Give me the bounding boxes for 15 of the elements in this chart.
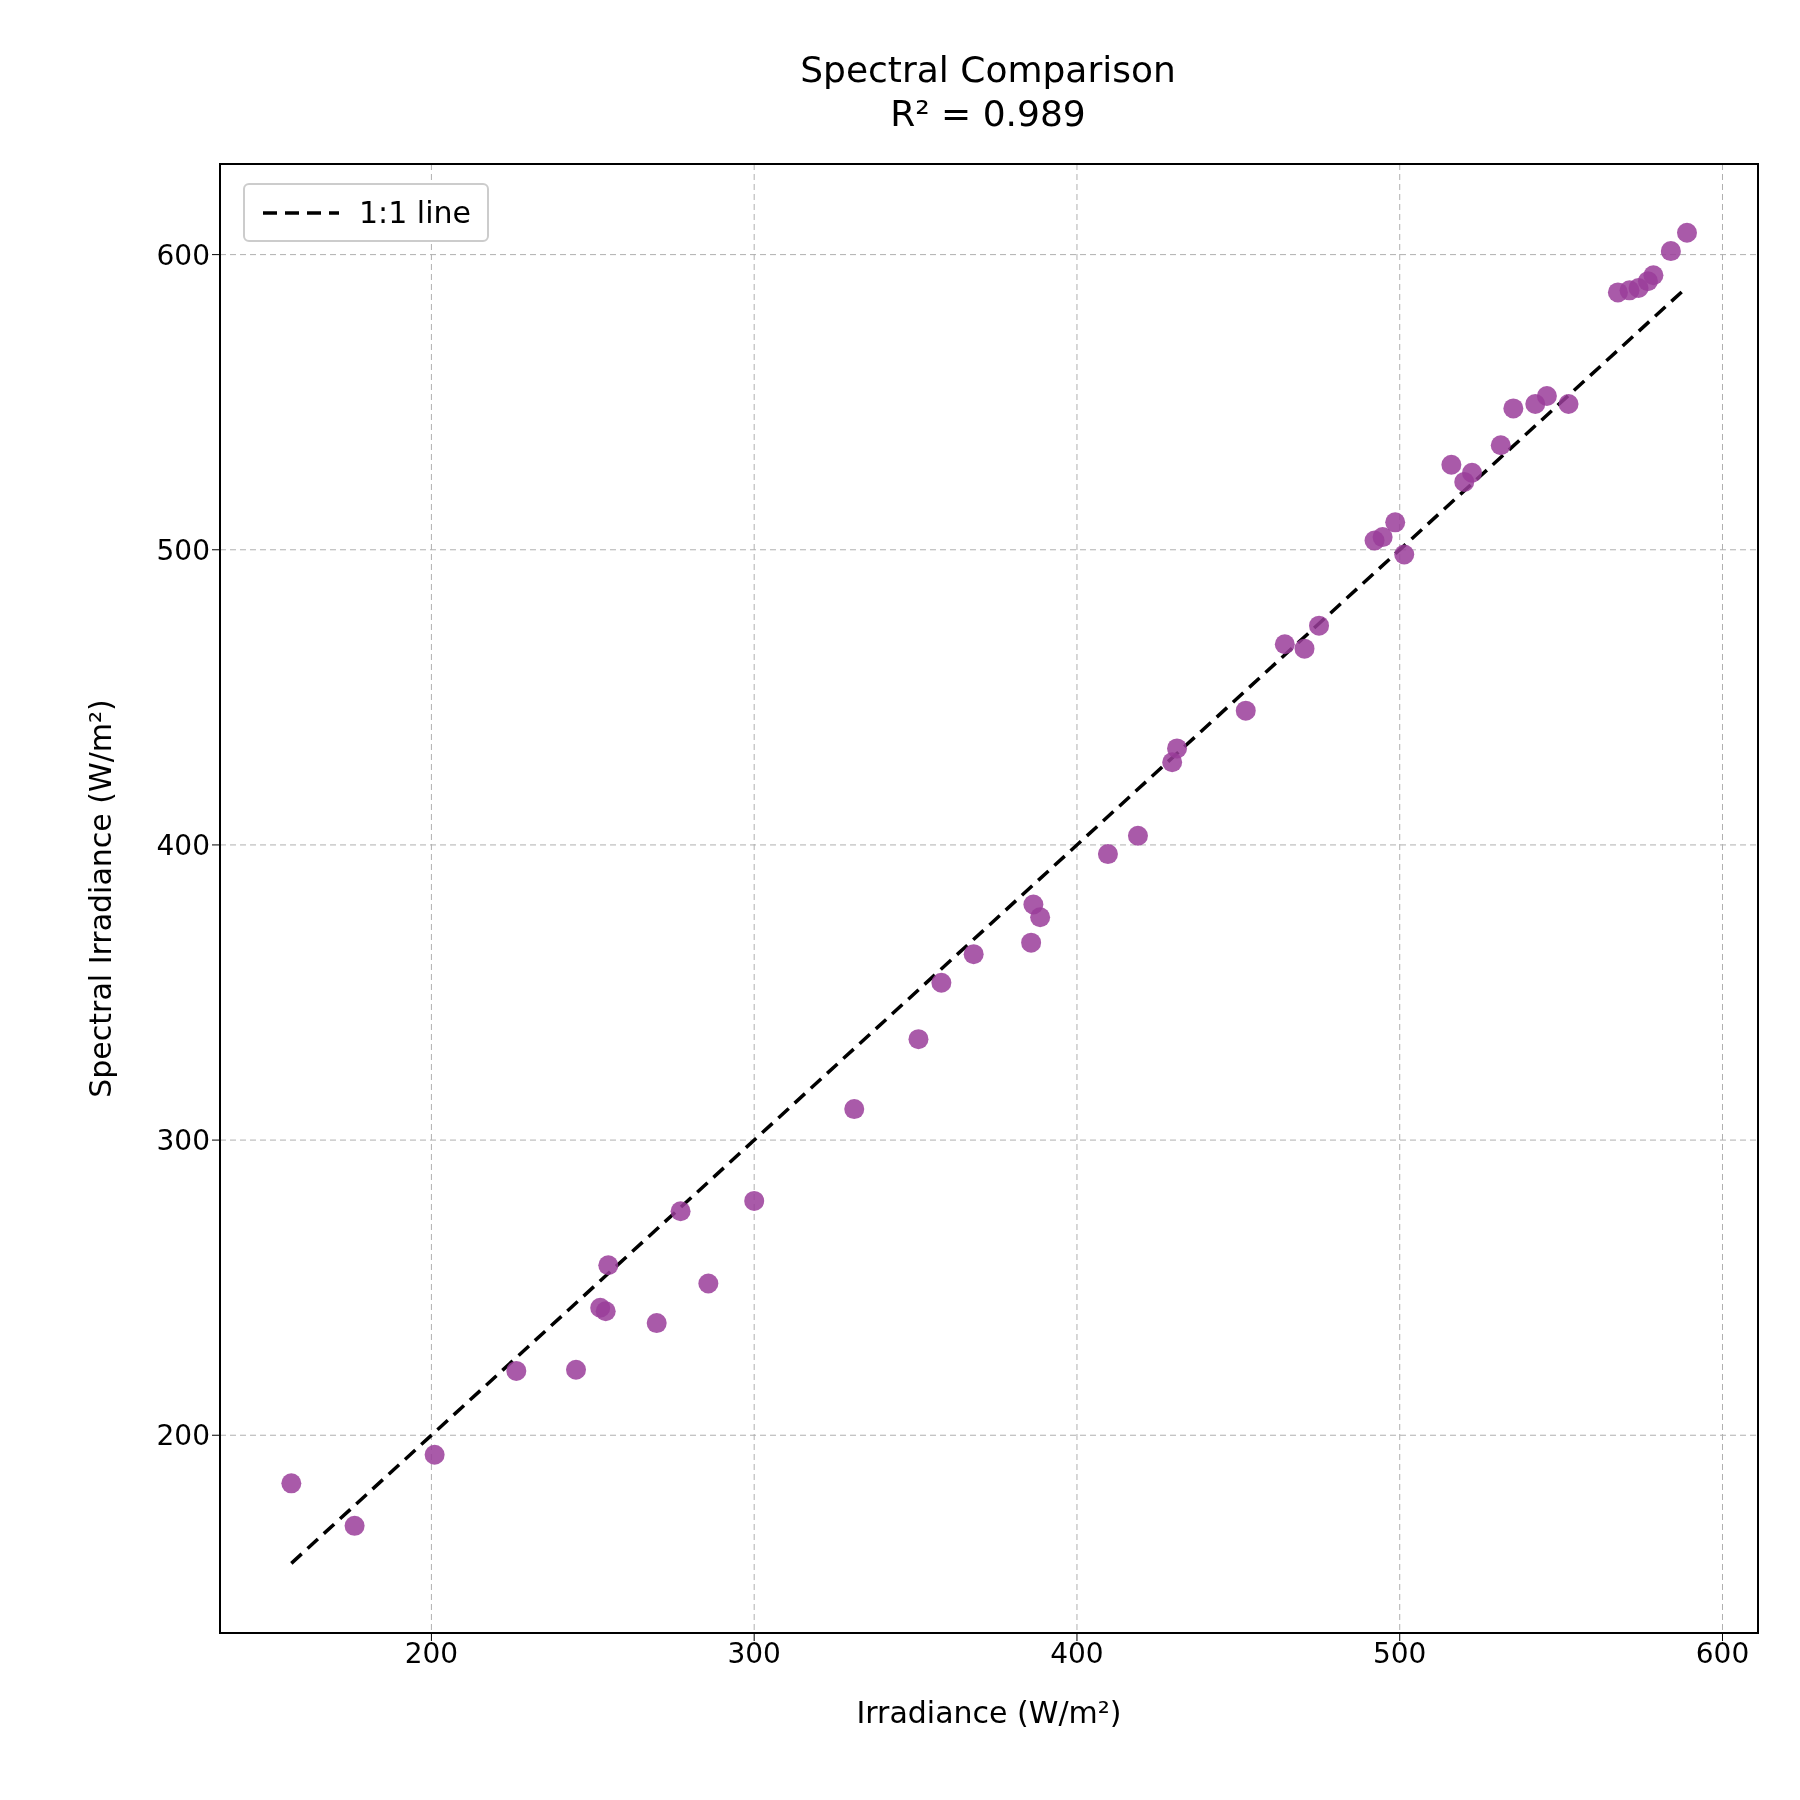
legend-label: 1:1 line bbox=[359, 195, 471, 230]
chart-title: Spectral Comparison bbox=[799, 48, 1177, 92]
x-tick-label: 500 bbox=[1373, 1636, 1427, 1670]
x-axis-title: Irradiance (W/m²) bbox=[856, 1695, 1122, 1730]
x-tick-label: 300 bbox=[727, 1636, 781, 1670]
y-axis-title: Spectral Irradiance (W/m²) bbox=[82, 699, 118, 1098]
y-tick-label: 400 bbox=[156, 828, 210, 862]
x-tick-label: 600 bbox=[1695, 1636, 1750, 1670]
y-tick-label: 300 bbox=[156, 1124, 210, 1158]
chart-subtitle: R² = 0.989 bbox=[889, 92, 1087, 136]
x-tick-label: 400 bbox=[1050, 1636, 1104, 1670]
x-tick-label: 200 bbox=[404, 1636, 459, 1670]
y-tick-label: 500 bbox=[156, 533, 210, 567]
y-tick-label: 200 bbox=[156, 1419, 210, 1453]
y-tick-label: 600 bbox=[156, 238, 210, 272]
